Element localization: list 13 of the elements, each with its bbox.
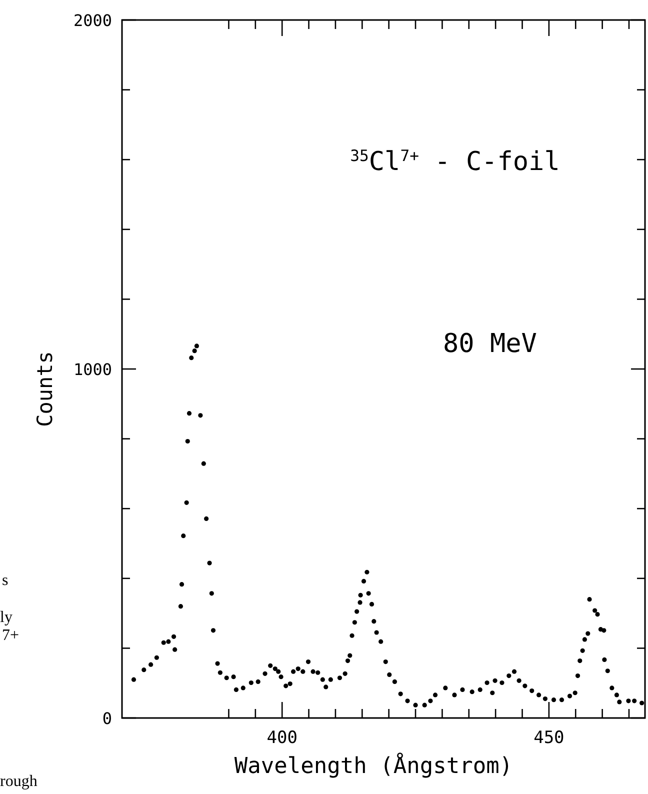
y-axis-title: Counts <box>33 351 57 427</box>
x-tick-label: 400 <box>266 728 298 748</box>
text: rough <box>0 773 38 790</box>
x-tick-label: 450 <box>534 728 564 748</box>
annotation: 80 MeV <box>443 329 537 359</box>
x-axis-title: Wavelength (Ångstrom) <box>234 752 513 779</box>
text: s <box>2 572 8 589</box>
text: ly <box>0 609 12 626</box>
y-tick-label: 0 <box>102 709 112 728</box>
text: 7+ <box>2 627 20 644</box>
y-tick-label: 1000 <box>73 360 112 379</box>
text: $^{35}$Cl$^{7+}$ - C-foil <box>350 147 560 177</box>
y-tick-label: 2000 <box>73 11 112 30</box>
